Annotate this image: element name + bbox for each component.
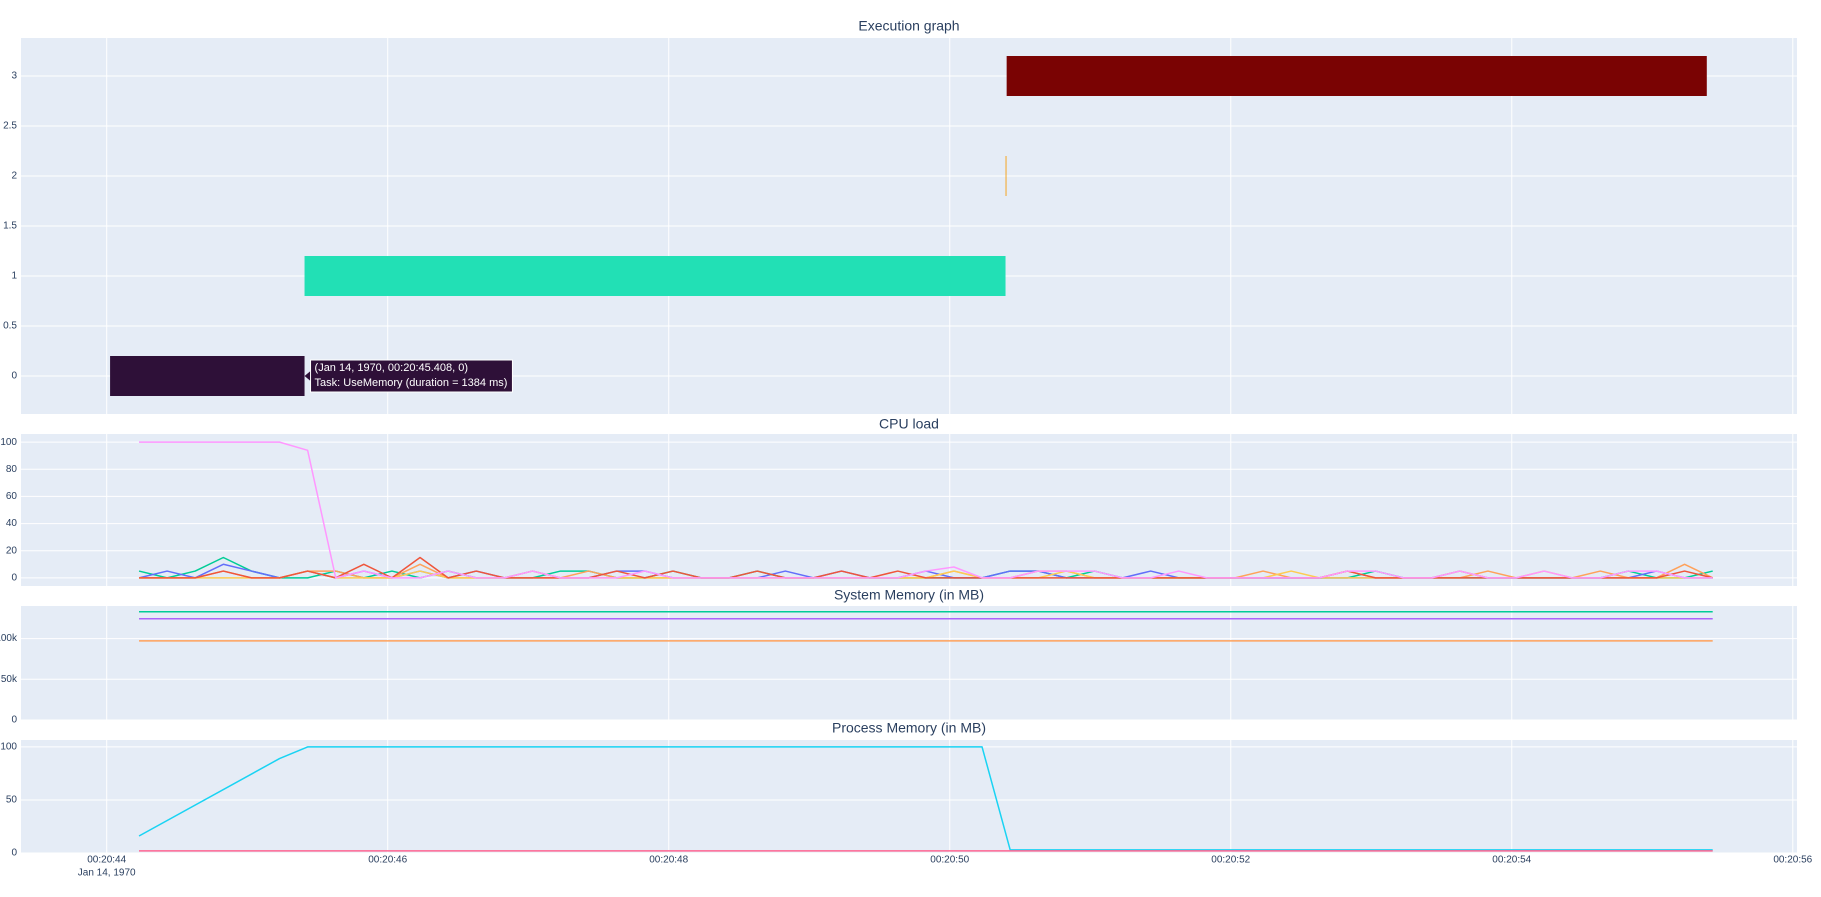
y-tick-label: 2 [11,171,17,182]
chart-title: System Memory (in MB) [834,587,984,603]
y-tick-label: 60 [6,491,18,502]
tooltip-box [310,359,513,393]
tooltip: (Jan 14, 1970, 00:20:45.408, 0) Task: Use… [304,359,513,393]
y-tick-label: 80 [6,464,18,475]
plot-background [21,434,1797,586]
subplot: Process Memory (in MB)00:20:44 00:20:46 00… [0,720,1812,879]
x-tick-label: 00:20:56 [1773,855,1812,866]
y-tick-label: 40 [6,518,18,529]
x-tick-label: 00:20:50 [930,855,969,866]
series-line [138,746,1713,851]
y-tick-label: 100 [0,742,17,753]
x-date-label: Jan 14, 1970 [78,868,136,879]
y-tick-label: 100 [0,437,17,448]
task-bar [1005,156,1007,196]
y-tick-label: 0 [11,371,17,382]
y-tick-label: 100k [0,633,18,644]
tooltip-text: Task: UseMemory (duration = 1384 ms) [315,377,508,389]
task-bar [110,356,305,396]
chart-title: Process Memory (in MB) [832,720,986,736]
y-tick-label: 0 [11,715,17,726]
y-tick-label: 3 [11,71,17,82]
tooltip-text: (Jan 14, 1970, 00:20:45.408, 0) [315,362,469,374]
y-tick-label: 0 [11,572,17,583]
x-tick-label: 00:20:44 [87,855,126,866]
y-tick-label: 1 [11,271,17,282]
x-tick-label: 00:20:48 [649,855,688,866]
y-tick-label: 0 [11,848,17,859]
y-tick-label: 2.5 [3,121,17,132]
subplot: CPU load 0 20 40 60 80 100 [0,416,1797,586]
subplot: System Memory (in MB) 0 50k 100k [0,587,1797,726]
y-tick-label: 50k [1,674,18,685]
x-tick-label: 00:20:46 [368,855,407,866]
y-tick-label: 50 [6,795,18,806]
plot-background [21,606,1797,720]
series-line [139,441,1713,579]
plot-background [21,740,1797,853]
tooltip-arrow [304,371,311,381]
task-bar [1006,56,1707,96]
x-tick-label: 00:20:52 [1211,855,1250,866]
chart-title: Execution graph [858,18,959,34]
subplot: Execution graph 0 0.5 1 1.5 2 2.5 3 (Jan 14, 197… [3,18,1797,414]
x-tick-label: 00:20:54 [1492,855,1531,866]
y-tick-label: 20 [6,545,18,556]
y-tick-label: 0.5 [3,321,17,332]
chart-title: CPU load [879,416,939,432]
y-tick-label: 1.5 [3,221,17,232]
series-line [139,556,1713,579]
task-bar [304,256,1006,296]
